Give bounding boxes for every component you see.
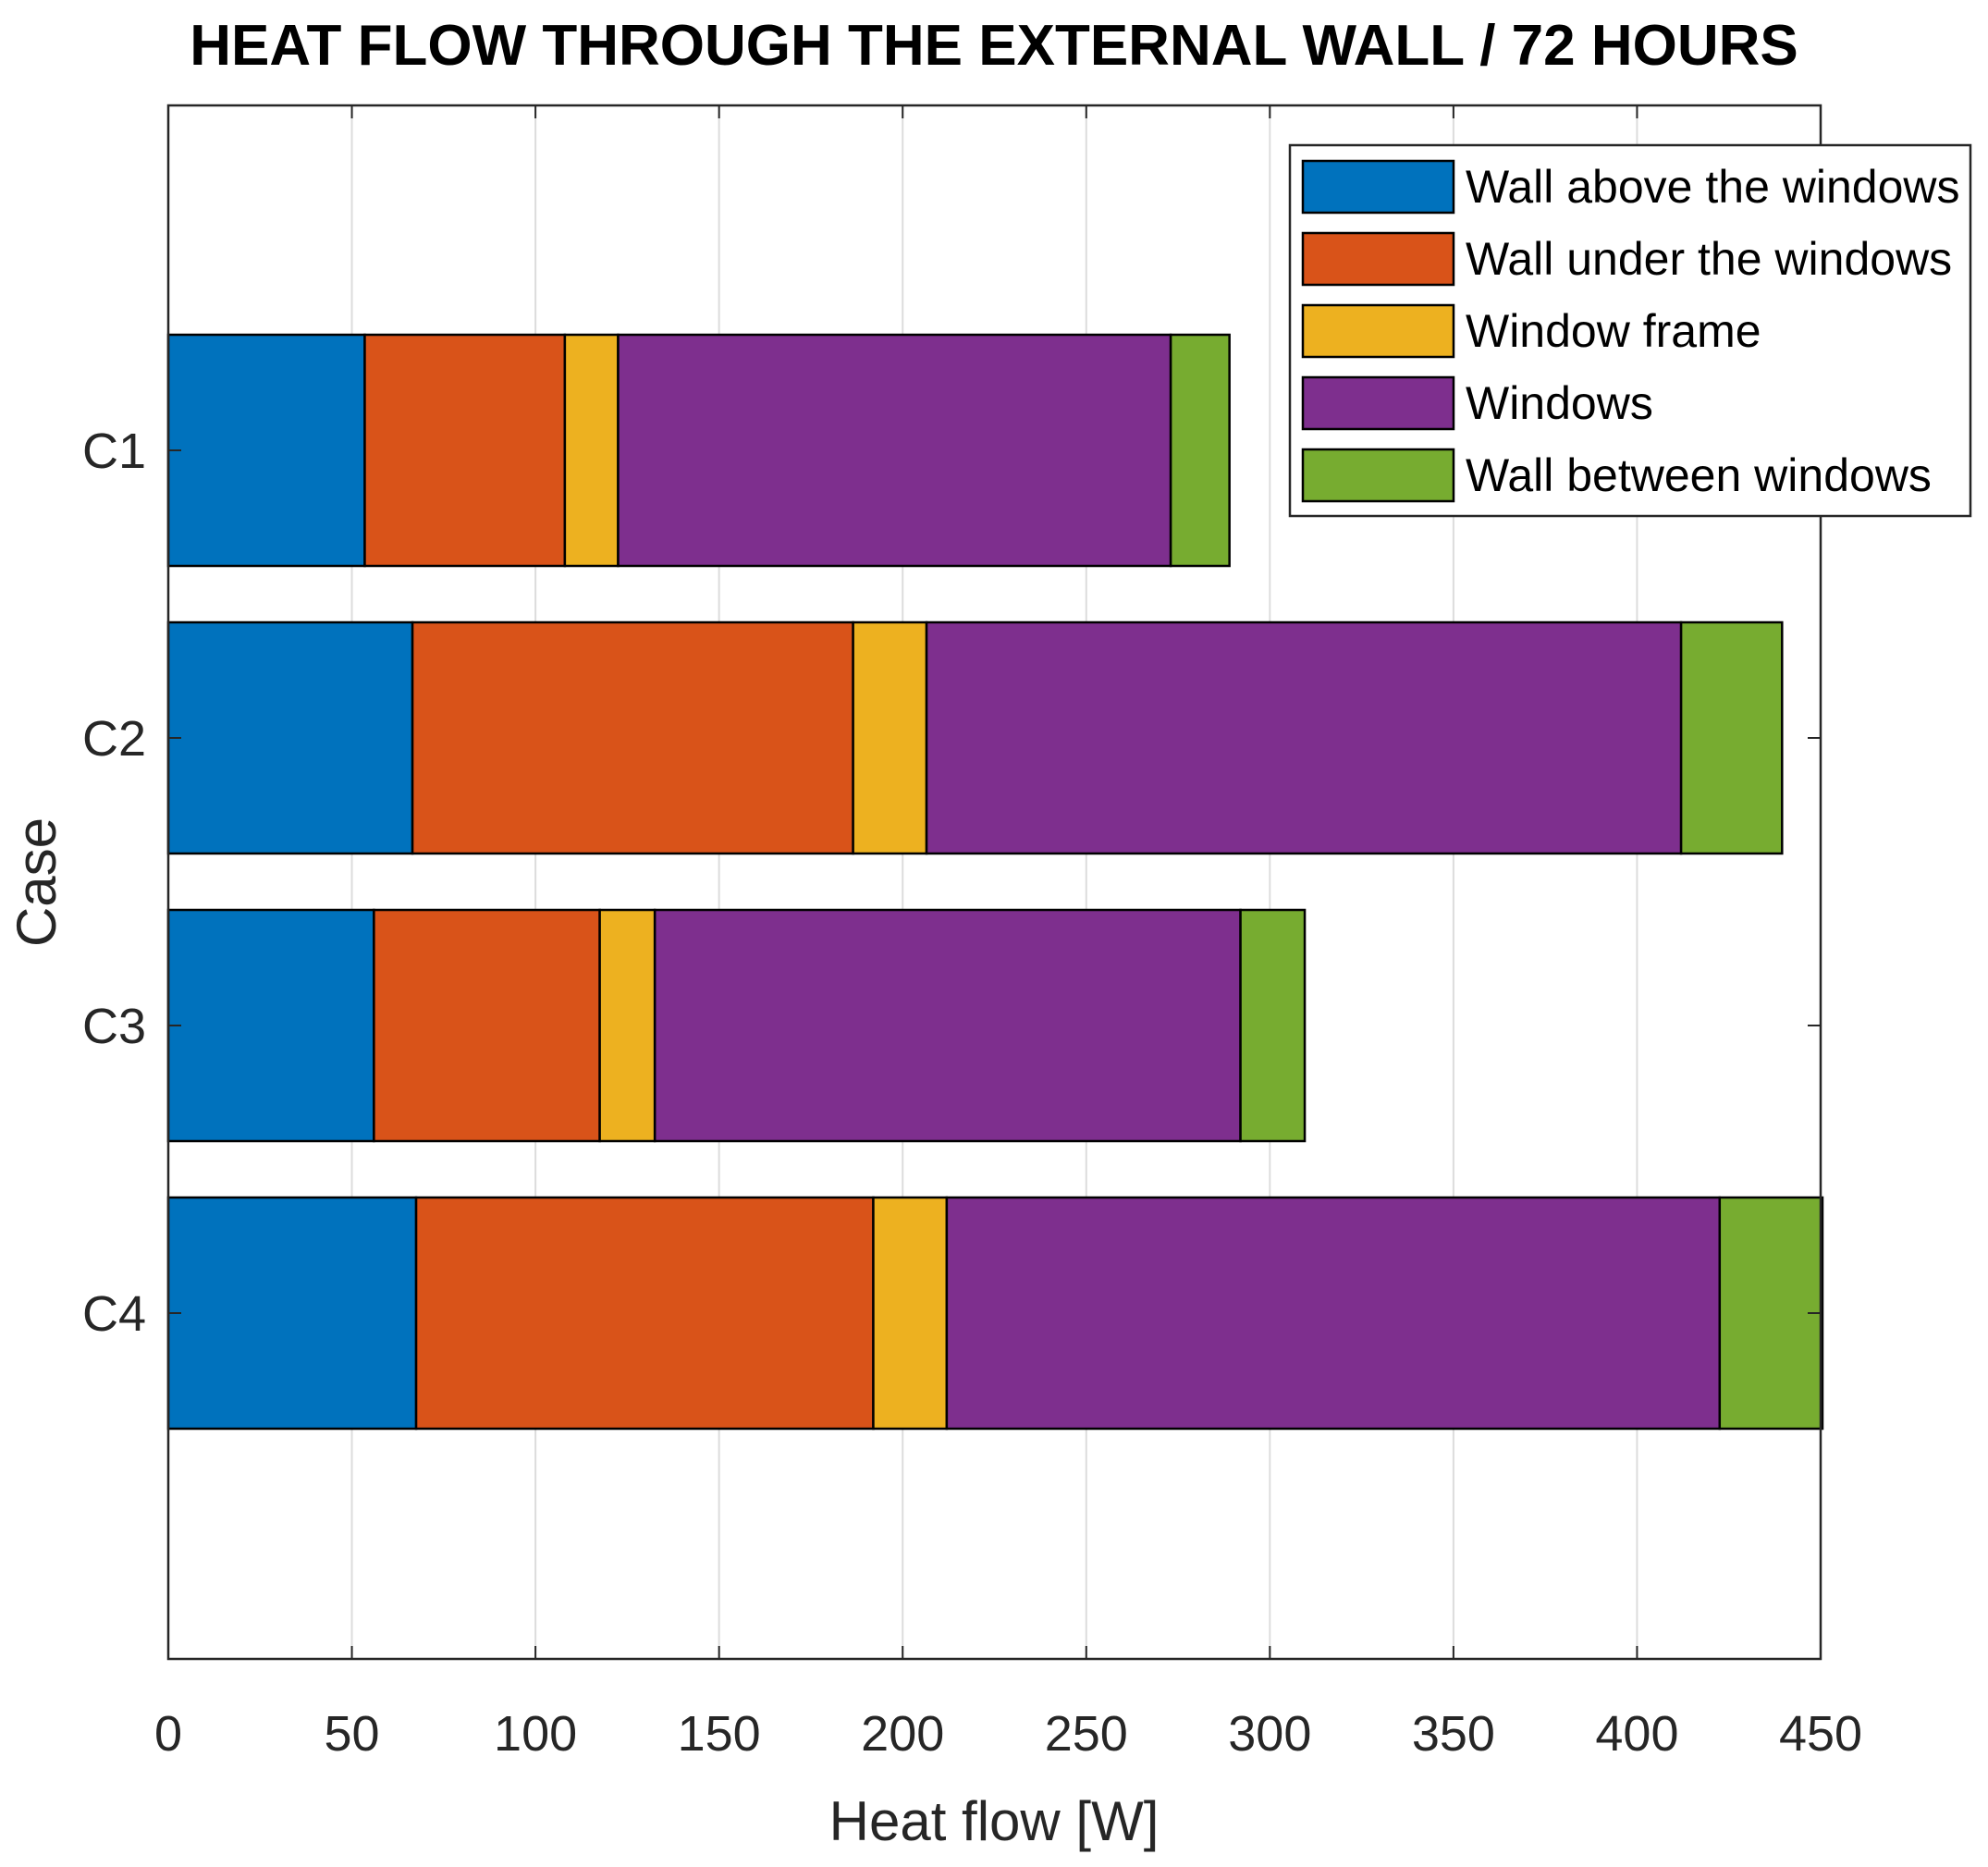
y-tick-labels: C1 C2 C3 C4	[82, 424, 146, 1342]
bar-segment	[411, 620, 854, 855]
legend-label: Wall under the windows	[1466, 233, 1952, 285]
legend-swatch	[1301, 448, 1455, 503]
bar-segment	[414, 1196, 875, 1431]
y-tick-label: C3	[82, 999, 146, 1054]
x-tick-label: 0	[154, 1706, 182, 1762]
bar-segment	[1718, 1196, 1824, 1431]
legend-swatch	[1301, 159, 1455, 215]
bar-segment	[166, 333, 366, 568]
x-tick-label: 300	[1228, 1706, 1311, 1762]
bar-segment	[166, 908, 375, 1143]
legend-swatch	[1301, 231, 1455, 287]
legend: Wall above the windows Wall under the win…	[1288, 143, 1972, 518]
bars	[166, 333, 1824, 1431]
bar-segment	[1169, 333, 1231, 568]
x-tick-label: 400	[1595, 1706, 1678, 1762]
x-tick-label: 150	[678, 1706, 761, 1762]
legend-label: Window frame	[1466, 305, 1761, 357]
bar-segment	[653, 908, 1242, 1143]
y-axis-label: Case	[6, 817, 67, 947]
legend-label: Wall above the windows	[1466, 161, 1960, 213]
bar-segment	[945, 1196, 1722, 1431]
y-tick-label: C2	[82, 711, 146, 767]
bar-segment	[166, 1196, 418, 1431]
y-tick-label: C1	[82, 424, 146, 479]
bar-segment	[617, 333, 1172, 568]
bar-segment	[872, 1196, 949, 1431]
x-tick-label: 200	[861, 1706, 944, 1762]
x-tick-label: 350	[1412, 1706, 1495, 1762]
x-axis-label: Heat flow [W]	[829, 1790, 1160, 1852]
bar-segment	[598, 908, 657, 1143]
bar-segment	[1239, 908, 1307, 1143]
x-tick-label: 50	[325, 1706, 380, 1762]
chart-title: HEAT FLOW THROUGH THE EXTERNAL WALL / 72…	[190, 14, 1798, 78]
x-tick-label: 250	[1045, 1706, 1128, 1762]
bar-segment	[925, 620, 1683, 855]
x-tick-label: 100	[494, 1706, 577, 1762]
bar-segment	[1679, 620, 1784, 855]
legend-label: Wall between windows	[1466, 449, 1932, 501]
bar-segment	[852, 620, 928, 855]
legend-swatch	[1301, 303, 1455, 359]
legend-swatch	[1301, 375, 1455, 431]
bar-segment	[563, 333, 620, 568]
bar-segment	[166, 620, 414, 855]
x-tick-label: 450	[1779, 1706, 1862, 1762]
bar-segment	[363, 333, 567, 568]
legend-label: Windows	[1466, 377, 1653, 429]
axis-ticks	[167, 105, 1822, 1659]
x-tick-labels: 0 50 100 150 200 250 300 350 400 450	[154, 1706, 1862, 1762]
plot-frame	[166, 104, 1822, 1661]
y-tick-label: C4	[82, 1286, 146, 1342]
bar-segment	[373, 908, 601, 1143]
